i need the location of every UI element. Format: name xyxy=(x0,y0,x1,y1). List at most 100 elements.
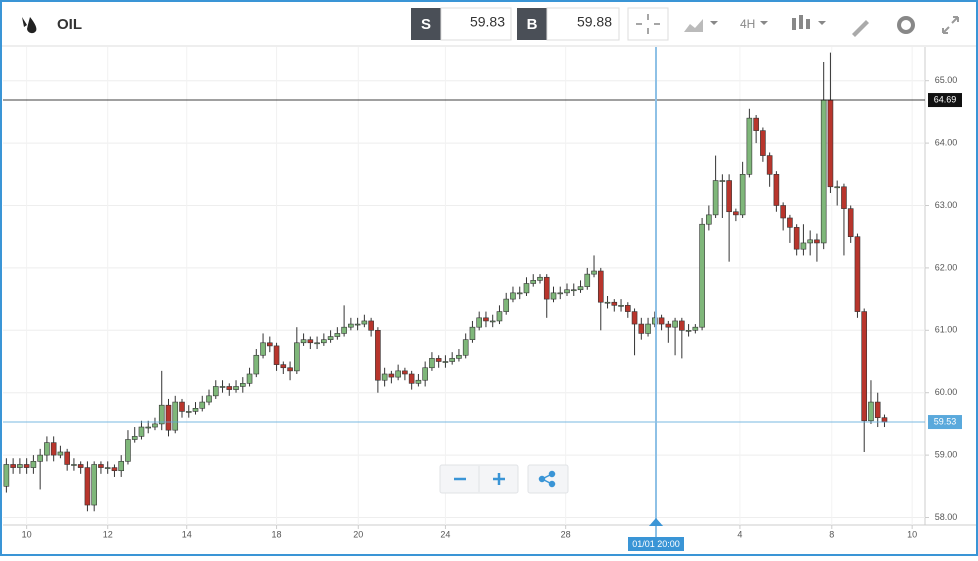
x-tick-label: 24 xyxy=(440,529,450,539)
candle-body xyxy=(131,436,138,440)
candle-body xyxy=(881,417,888,423)
candle-body xyxy=(260,342,266,356)
buy-button[interactable] xyxy=(517,8,547,40)
x-tick-label: 28 xyxy=(561,529,571,539)
candle-body xyxy=(760,130,766,156)
candle-body xyxy=(158,404,165,425)
candle-body xyxy=(733,211,739,216)
oil-icon xyxy=(22,17,37,34)
candle-body xyxy=(861,311,868,422)
candle-body xyxy=(537,276,543,281)
buy-label: B xyxy=(527,16,538,33)
candle-body xyxy=(449,358,455,362)
candle-body xyxy=(442,361,449,363)
candle-body xyxy=(726,180,732,213)
candle-body xyxy=(489,320,496,323)
y-tick-label: 62.00 xyxy=(935,262,958,272)
plot: 58.00 59.00 60.00 61.00 62.00 63.00 64.00 65.00… xyxy=(3,47,976,539)
sell-price-box[interactable] xyxy=(440,7,512,41)
candle-body xyxy=(712,180,719,216)
candle-body xyxy=(435,358,442,362)
candle-body xyxy=(17,464,23,468)
candle-body xyxy=(253,354,260,375)
candle-body xyxy=(645,323,651,334)
candle-body xyxy=(206,395,212,403)
candle-body xyxy=(388,373,395,378)
crosshair-tool[interactable] xyxy=(627,7,669,41)
timeframe[interactable]: 4H xyxy=(740,17,755,31)
candle-body xyxy=(381,373,388,381)
draw-tool[interactable] xyxy=(852,20,869,37)
timeframe-arrow xyxy=(760,21,768,25)
candle-body xyxy=(395,370,401,378)
candle-body xyxy=(550,292,557,300)
candle-body xyxy=(408,373,415,384)
candle-body xyxy=(638,323,645,334)
candle-body xyxy=(348,323,354,328)
candle-body xyxy=(719,180,726,182)
candle-body xyxy=(300,339,307,344)
candle-body xyxy=(516,292,523,295)
candle-body xyxy=(611,301,618,306)
candle-body xyxy=(402,370,408,375)
candle-body xyxy=(672,320,678,328)
zoom-controls xyxy=(439,464,569,494)
sell-button[interactable] xyxy=(411,8,441,40)
candle-body xyxy=(172,401,179,431)
share-icon xyxy=(538,470,556,488)
candle-body xyxy=(287,367,293,372)
candle-body xyxy=(793,227,800,250)
y-tick-label: 59.00 xyxy=(935,449,958,459)
candle-body xyxy=(820,99,827,244)
candle-body xyxy=(50,442,57,456)
x-tick-label: 4 xyxy=(737,529,742,539)
candle-body xyxy=(212,386,219,397)
candle-tool[interactable] xyxy=(792,15,826,30)
candle-body xyxy=(591,270,597,275)
price-tag xyxy=(928,93,962,108)
candle-body xyxy=(584,273,591,287)
candle-body xyxy=(577,286,584,291)
candle-body xyxy=(483,317,489,322)
candle-body xyxy=(429,358,435,369)
candle-body xyxy=(780,205,786,219)
candle-body xyxy=(327,336,334,340)
candle-body xyxy=(239,383,246,387)
candle-body xyxy=(314,342,320,345)
y-tick-label: 64.00 xyxy=(935,137,958,147)
candle-body xyxy=(841,186,847,209)
candle-body xyxy=(37,454,43,462)
candle-body xyxy=(84,467,91,506)
candle-body xyxy=(557,292,564,295)
candle-body xyxy=(847,208,854,238)
candle-body xyxy=(476,317,482,328)
candle-body xyxy=(618,305,624,307)
candle-body xyxy=(787,217,793,228)
chart-type-tool[interactable] xyxy=(684,19,718,32)
candle-body xyxy=(739,174,746,216)
settings[interactable] xyxy=(897,16,915,34)
candle-body xyxy=(854,236,861,312)
candle-body xyxy=(604,301,611,304)
crosshair-label: 01/01 20:00 xyxy=(632,539,680,549)
candle-body xyxy=(280,364,287,369)
x-tick-label: 8 xyxy=(829,529,834,539)
candle-body xyxy=(766,155,773,175)
candle-body xyxy=(469,326,476,340)
candle-body xyxy=(503,298,510,312)
share-button[interactable] xyxy=(527,464,569,494)
fullscreen[interactable] xyxy=(942,16,959,34)
candle-body xyxy=(692,326,699,331)
buy-price-box[interactable] xyxy=(546,7,620,41)
candle-body xyxy=(233,386,239,390)
y-tick-label: 63.00 xyxy=(935,200,958,210)
candle-body xyxy=(30,461,37,468)
candle-body xyxy=(800,242,807,250)
candle-body xyxy=(77,464,84,468)
axis-bg xyxy=(925,47,976,525)
candle-body xyxy=(706,214,712,225)
candle-body xyxy=(543,276,550,300)
zoom-in[interactable] xyxy=(493,473,505,485)
candle-body xyxy=(368,320,374,331)
